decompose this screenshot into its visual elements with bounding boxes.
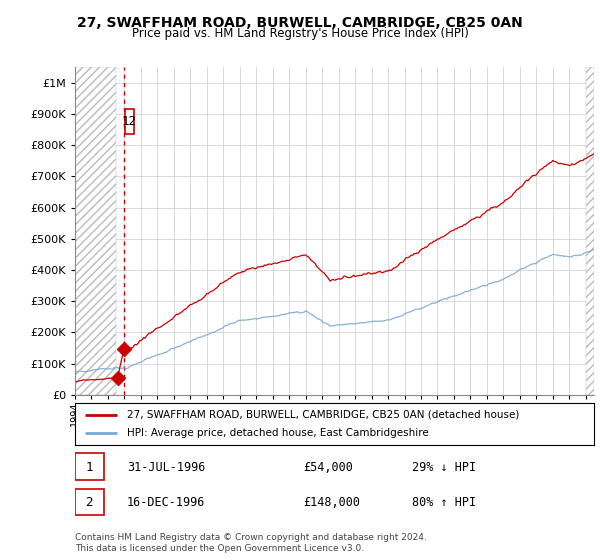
Text: 1: 1 — [85, 460, 93, 474]
Bar — [75, 454, 104, 480]
Text: 80% ↑ HPI: 80% ↑ HPI — [412, 496, 476, 509]
Text: 27, SWAFFHAM ROAD, BURWELL, CAMBRIDGE, CB25 0AN: 27, SWAFFHAM ROAD, BURWELL, CAMBRIDGE, C… — [77, 16, 523, 30]
Text: Price paid vs. HM Land Registry's House Price Index (HPI): Price paid vs. HM Land Registry's House … — [131, 27, 469, 40]
Text: 31-JUL-1996: 31-JUL-1996 — [127, 460, 205, 474]
Text: 2: 2 — [85, 496, 93, 509]
Text: £148,000: £148,000 — [304, 496, 361, 509]
Bar — [75, 489, 104, 515]
Text: 12: 12 — [122, 115, 137, 128]
Bar — [75, 67, 116, 395]
Text: £54,000: £54,000 — [304, 460, 353, 474]
Text: 29% ↓ HPI: 29% ↓ HPI — [412, 460, 476, 474]
Text: 27, SWAFFHAM ROAD, BURWELL, CAMBRIDGE, CB25 0AN (detached house): 27, SWAFFHAM ROAD, BURWELL, CAMBRIDGE, C… — [127, 410, 519, 420]
Text: Contains HM Land Registry data © Crown copyright and database right 2024.
This d: Contains HM Land Registry data © Crown c… — [75, 533, 427, 553]
Bar — [586, 67, 594, 395]
Text: 16-DEC-1996: 16-DEC-1996 — [127, 496, 205, 509]
Text: HPI: Average price, detached house, East Cambridgeshire: HPI: Average price, detached house, East… — [127, 428, 428, 438]
Bar — [125, 109, 134, 134]
